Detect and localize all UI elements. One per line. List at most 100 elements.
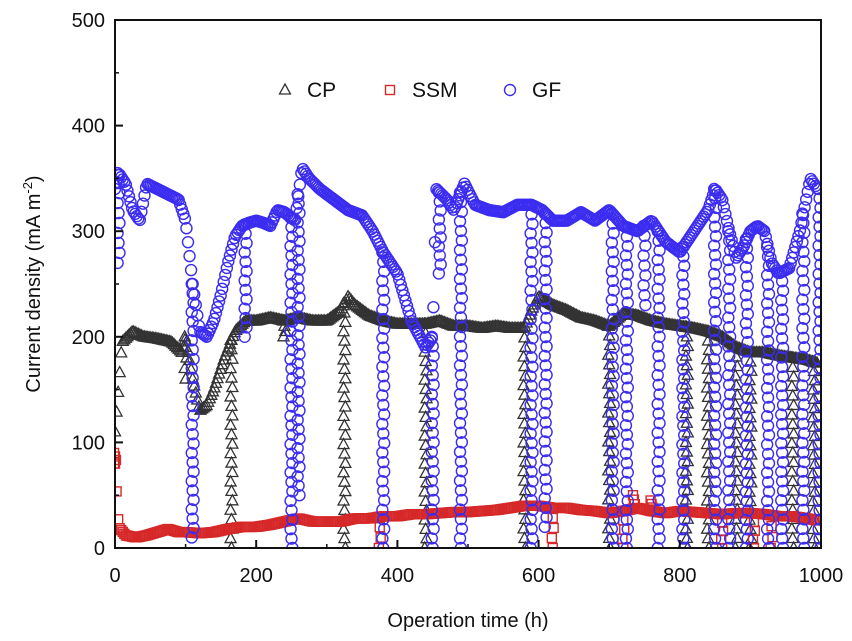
marker-gf [606,246,619,259]
y-axis-title: Current density (mA m-2) [20,175,45,392]
marker-gf [186,287,199,300]
marker-gf [291,441,304,455]
marker-gf [539,444,552,458]
marker-gf [812,211,821,224]
marker-cp [336,493,351,506]
marker-gf [739,429,753,442]
marker-gf [676,466,689,479]
marker-gf [760,466,774,479]
marker-gf [455,493,469,507]
marker-gf [605,465,619,478]
marker-gf [775,379,788,393]
marker-gf [676,494,689,508]
marker-gf [621,324,634,338]
marker-gf [238,274,251,287]
marker-cp [602,328,616,341]
marker-cp [224,484,239,497]
marker-gf [607,312,620,326]
marker-gf [739,513,753,527]
marker-gf [653,532,666,545]
marker-gf [797,532,810,545]
marker-gf [376,246,389,259]
marker-gf [605,236,619,249]
marker-gf [722,513,735,526]
marker-cp [702,455,716,468]
y-tick-label: 0 [94,538,105,560]
marker-gf [619,504,633,517]
marker-gf [812,522,821,536]
marker-gf [377,398,390,412]
marker-gf [739,457,753,470]
marker-gf [427,493,440,507]
marker-gf [453,474,467,487]
marker-ssm [647,502,658,513]
marker-gf [119,178,133,191]
marker-cp [338,343,352,356]
marker-cp [337,503,352,516]
marker-gf [539,245,552,258]
marker-cp [353,301,368,314]
marker-gf [798,312,811,325]
marker-gf [503,83,517,97]
marker-gf [524,484,537,497]
marker-gf [291,470,304,483]
marker-gf [722,282,735,295]
marker-gf [812,409,821,422]
marker-gf [539,273,552,287]
marker-gf [709,230,723,243]
marker-gf [453,272,467,286]
marker-gf [775,265,788,278]
marker-gf [813,418,821,432]
marker-gf [240,236,253,250]
y-tick-label: 400 [72,116,105,138]
marker-gf [376,274,389,288]
marker-gf [620,541,634,548]
marker-gf [454,455,468,468]
marker-ssm [115,458,121,469]
marker-gf [741,476,754,489]
marker-gf [540,397,553,410]
marker-gf [524,284,537,297]
marker-ssm [716,542,728,548]
marker-gf [723,378,736,391]
marker-gf [723,417,737,430]
marker-gf [376,417,389,431]
marker-gf [676,410,689,423]
marker-gf [620,485,634,498]
marker-cp [115,404,124,417]
marker-gf [621,494,634,508]
marker-gf [187,381,200,394]
marker-cp [224,427,239,440]
marker-cp [787,483,801,496]
marker-gf [454,311,468,324]
marker-gf [455,522,469,535]
marker-gf [740,326,754,339]
marker-gf [524,427,537,440]
marker-gf [454,397,468,411]
marker-gf [291,385,304,398]
marker-gf [740,242,754,255]
marker-gf [722,484,735,497]
marker-gf [292,282,305,295]
marker-gf [621,268,634,281]
marker-gf [676,381,689,395]
marker-gf [678,372,691,385]
marker-gf [776,284,790,297]
marker-gf [186,343,199,356]
marker-gf [740,466,754,480]
marker-gf [115,236,125,250]
marker-gf [722,340,735,353]
marker-gf [376,360,389,373]
marker-gf [606,331,619,345]
legend-item-cp: CP [278,79,336,102]
marker-gf [621,239,634,253]
marker-cp [785,493,799,506]
marker-gf [812,267,821,281]
marker-gf [762,457,776,470]
marker-gf [739,261,753,274]
marker-cp [518,368,532,381]
marker-gf [740,410,754,424]
marker-cp [601,376,615,389]
legend-item-ssm: SSM [384,79,458,102]
marker-gf [709,485,723,498]
